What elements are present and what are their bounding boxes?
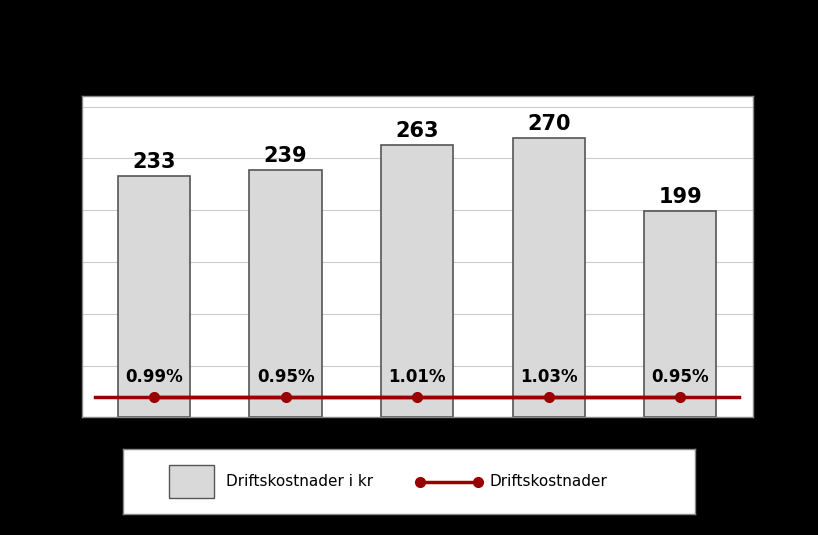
Text: Driftskostnader i kr: Driftskostnader i kr [226, 474, 373, 489]
Bar [249, 170, 321, 417]
Text: 233: 233 [133, 152, 176, 172]
Bar [644, 211, 717, 417]
Text: 0.95%: 0.95% [257, 368, 314, 386]
Text: 1.03%: 1.03% [520, 368, 578, 386]
Text: 0.99%: 0.99% [125, 368, 183, 386]
Bar [169, 465, 214, 498]
Text: Driftskostnader: Driftskostnader [489, 474, 607, 489]
Bar [118, 176, 191, 417]
Bar [513, 137, 585, 417]
Text: 263: 263 [395, 121, 439, 141]
Text: 199: 199 [658, 187, 702, 207]
Text: 1.01%: 1.01% [389, 368, 446, 386]
Bar [381, 145, 453, 417]
Text: 239: 239 [264, 146, 308, 166]
Text: 0.95%: 0.95% [651, 368, 709, 386]
Text: 270: 270 [527, 113, 570, 134]
